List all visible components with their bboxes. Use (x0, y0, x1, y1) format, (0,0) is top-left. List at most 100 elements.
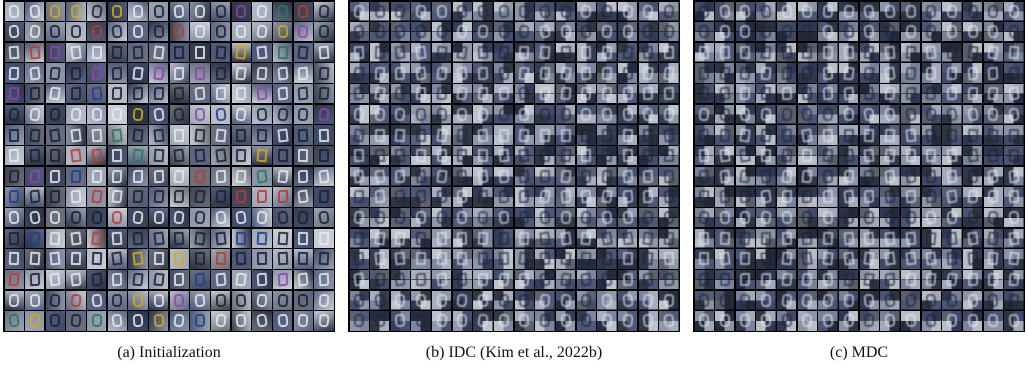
sample-thumbnail (252, 166, 272, 186)
sample-thumbnail (473, 208, 493, 228)
sample-thumbnail (777, 125, 797, 145)
sample-thumbnail (963, 187, 983, 207)
sample-thumbnail (983, 22, 1003, 42)
sample-thumbnail (963, 270, 983, 290)
sample-thumbnail (149, 187, 169, 207)
sample-thumbnail (211, 42, 231, 62)
sample-thumbnail (859, 63, 879, 83)
sample-thumbnail (349, 228, 369, 248)
sample-thumbnail (715, 270, 735, 290)
sample-thumbnail (370, 228, 390, 248)
sample-thumbnail (735, 270, 755, 290)
sample-thumbnail (452, 270, 472, 290)
sample-thumbnail (473, 22, 493, 42)
sample-thumbnail (432, 1, 452, 21)
sample-thumbnail (45, 104, 65, 124)
sample-thumbnail (273, 249, 293, 269)
sample-thumbnail (273, 42, 293, 62)
sample-thumbnail (839, 249, 859, 269)
sample-thumbnail (514, 125, 534, 145)
sample-thumbnail (494, 208, 514, 228)
sample-thumbnail (349, 208, 369, 228)
sample-thumbnail (473, 104, 493, 124)
sample-thumbnail (452, 1, 472, 21)
sample-thumbnail (777, 104, 797, 124)
sample-thumbnail (735, 187, 755, 207)
sample-thumbnail (273, 187, 293, 207)
sample-thumbnail (211, 63, 231, 83)
sample-thumbnail (797, 63, 817, 83)
sample-thumbnail (859, 125, 879, 145)
sample-thumbnail (293, 63, 313, 83)
sample-thumbnail (756, 125, 776, 145)
sample-thumbnail (797, 42, 817, 62)
sample-thumbnail (921, 125, 941, 145)
sample-thumbnail (314, 63, 334, 83)
sample-thumbnail (411, 22, 431, 42)
sample-thumbnail (597, 1, 617, 21)
sample-thumbnail (638, 125, 658, 145)
sample-thumbnail (576, 166, 596, 186)
sample-thumbnail (411, 249, 431, 269)
sample-thumbnail (432, 228, 452, 248)
sample-thumbnail (839, 228, 859, 248)
sample-thumbnail (252, 104, 272, 124)
sample-thumbnail (618, 166, 638, 186)
sample-thumbnail (370, 125, 390, 145)
sample-thumbnail (659, 104, 679, 124)
sample-thumbnail (149, 249, 169, 269)
sample-thumbnail (535, 290, 555, 310)
sample-thumbnail (66, 311, 86, 331)
sample-thumbnail (942, 63, 962, 83)
sample-thumbnail (349, 63, 369, 83)
sample-thumbnail (921, 22, 941, 42)
sample-thumbnail (942, 125, 962, 145)
sample-thumbnail (87, 42, 107, 62)
image-grid-idc (348, 0, 680, 332)
sample-thumbnail (839, 125, 859, 145)
sample-thumbnail (349, 166, 369, 186)
sample-thumbnail (211, 125, 231, 145)
sample-thumbnail (735, 146, 755, 166)
sample-thumbnail (901, 42, 921, 62)
sample-thumbnail (25, 63, 45, 83)
sample-thumbnail (4, 270, 24, 290)
sample-thumbnail (514, 104, 534, 124)
sample-thumbnail (880, 290, 900, 310)
sample-thumbnail (880, 187, 900, 207)
sample-thumbnail (1004, 146, 1024, 166)
sample-thumbnail (597, 63, 617, 83)
sample-thumbnail (390, 42, 410, 62)
sample-thumbnail (66, 228, 86, 248)
sample-thumbnail (901, 22, 921, 42)
sample-thumbnail (597, 166, 617, 186)
sample-thumbnail (777, 311, 797, 331)
sample-thumbnail (107, 166, 127, 186)
sample-thumbnail (45, 270, 65, 290)
sample-thumbnail (735, 228, 755, 248)
sample-thumbnail (314, 270, 334, 290)
sample-thumbnail (797, 208, 817, 228)
sample-thumbnail (715, 146, 735, 166)
sample-thumbnail (411, 270, 431, 290)
sample-thumbnail (1004, 1, 1024, 21)
sample-thumbnail (514, 166, 534, 186)
sample-thumbnail (390, 249, 410, 269)
sample-thumbnail (314, 249, 334, 269)
sample-thumbnail (128, 104, 148, 124)
sample-thumbnail (128, 166, 148, 186)
sample-thumbnail (149, 84, 169, 104)
sample-thumbnail (735, 125, 755, 145)
sample-thumbnail (659, 270, 679, 290)
sample-thumbnail (839, 22, 859, 42)
sample-thumbnail (535, 208, 555, 228)
sample-thumbnail (107, 104, 127, 124)
sample-thumbnail (4, 84, 24, 104)
sample-thumbnail (190, 290, 210, 310)
sample-thumbnail (25, 290, 45, 310)
sample-thumbnail (149, 22, 169, 42)
sample-thumbnail (715, 249, 735, 269)
sample-thumbnail (252, 249, 272, 269)
sample-thumbnail (149, 270, 169, 290)
sample-thumbnail (211, 208, 231, 228)
